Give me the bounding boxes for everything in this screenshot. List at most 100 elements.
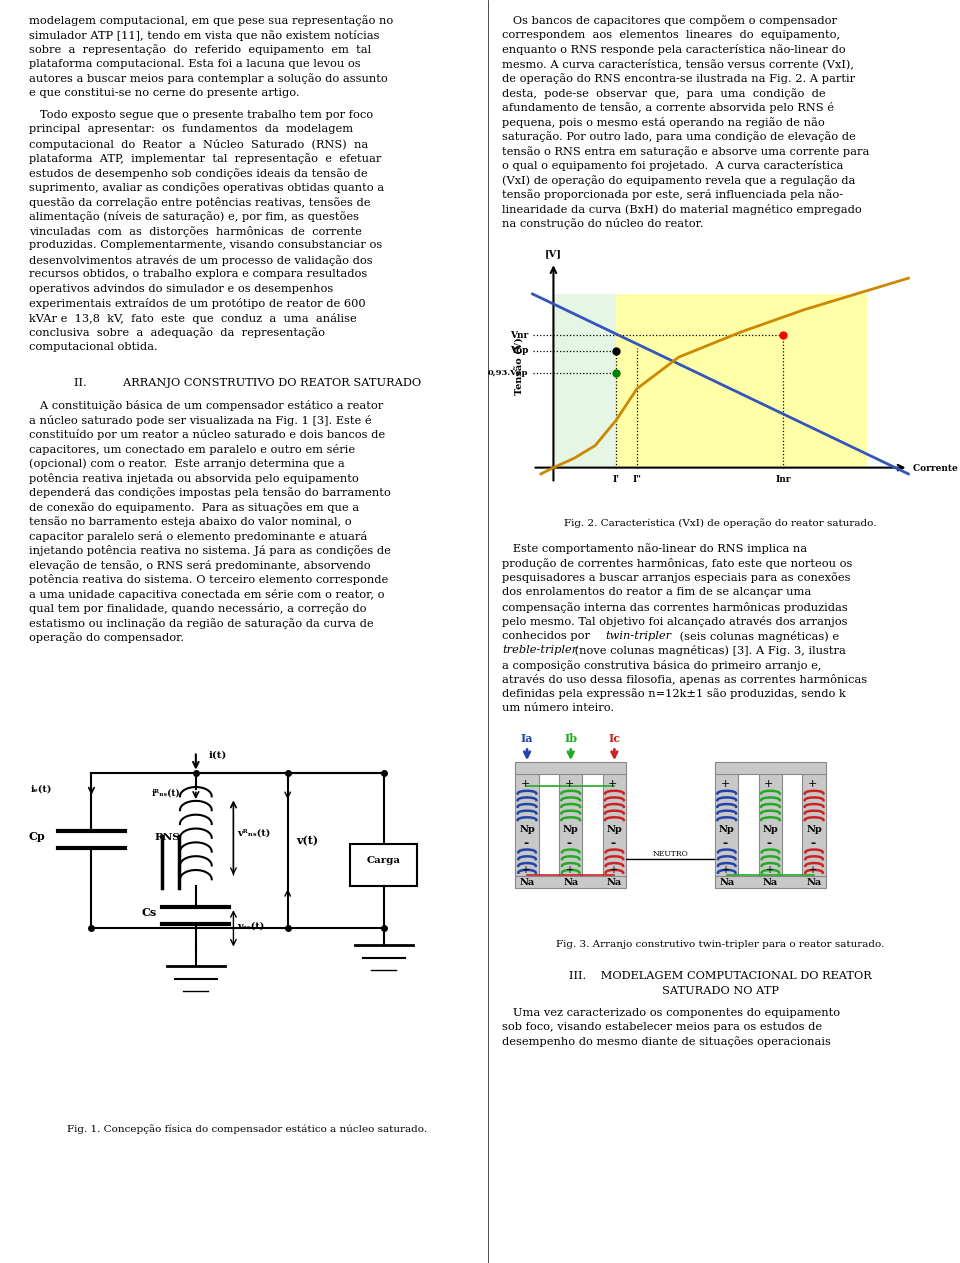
Text: Todo exposto segue que o presente trabalho tem por foco: Todo exposto segue que o presente trabal… xyxy=(29,110,372,120)
Text: +: + xyxy=(807,779,817,789)
Text: Este comportamento não-linear do RNS implica na: Este comportamento não-linear do RNS imp… xyxy=(502,543,807,554)
Text: Ib: Ib xyxy=(564,733,578,744)
Text: alimentação (níveis de saturação) e, por fim, as questões: alimentação (níveis de saturação) e, por… xyxy=(29,211,359,222)
Text: capacitores, um conectado em paralelo e outro em série: capacitores, um conectado em paralelo e … xyxy=(29,443,355,455)
Text: Np: Np xyxy=(519,825,535,835)
Text: Fig. 1. Concepção física do compensador estático a núcleo saturado.: Fig. 1. Concepção física do compensador … xyxy=(67,1124,427,1134)
Text: vₑₛ(t): vₑₛ(t) xyxy=(237,921,265,931)
Text: desenvolvimentos através de um processo de validação dos: desenvolvimentos através de um processo … xyxy=(29,255,372,265)
Text: questão da correlação entre potências reativas, tensões de: questão da correlação entre potências re… xyxy=(29,197,371,207)
Text: Np: Np xyxy=(806,825,822,835)
Text: +: + xyxy=(609,865,617,875)
Text: Na: Na xyxy=(564,878,578,887)
Text: Na: Na xyxy=(519,878,535,887)
Text: Vnr: Vnr xyxy=(510,331,528,340)
Text: dos enrolamentos do reator a fim de se alcançar uma: dos enrolamentos do reator a fim de se a… xyxy=(502,587,811,597)
Text: iₑ(t): iₑ(t) xyxy=(31,784,52,793)
Text: constituído por um reator a núcleo saturado e dois bancos de: constituído por um reator a núcleo satur… xyxy=(29,429,385,440)
Text: Ic: Ic xyxy=(609,733,620,744)
Text: Cp: Cp xyxy=(29,831,45,842)
Text: através do uso dessa filosofia, apenas as correntes harmônicas: através do uso dessa filosofia, apenas a… xyxy=(502,674,867,685)
Text: a composição construtiva básica do primeiro arranjo e,: a composição construtiva básica do prime… xyxy=(502,659,822,671)
Text: a núcleo saturado pode ser visualizada na Fig. 1 [3]. Este é: a núcleo saturado pode ser visualizada n… xyxy=(29,414,372,426)
Text: SATURADO NO ATP: SATURADO NO ATP xyxy=(662,985,779,995)
Text: um número inteiro.: um número inteiro. xyxy=(502,703,614,714)
Text: iᴿₙₛ(t): iᴿₙₛ(t) xyxy=(152,788,180,798)
Text: elevação de tensão, o RNS será predominante, absorvendo: elevação de tensão, o RNS será predomina… xyxy=(29,560,371,571)
Text: recursos obtidos, o trabalho explora e compara resultados: recursos obtidos, o trabalho explora e c… xyxy=(29,269,367,279)
Bar xyxy=(559,772,583,878)
Bar xyxy=(350,844,418,887)
Text: Np: Np xyxy=(719,825,734,835)
Text: +: + xyxy=(520,779,530,789)
Text: -: - xyxy=(523,837,528,850)
Text: +: + xyxy=(608,779,617,789)
Text: v(t): v(t) xyxy=(296,835,318,846)
Text: operativos advindos do simulador e os desempenhos: operativos advindos do simulador e os de… xyxy=(29,284,333,294)
Text: +: + xyxy=(764,779,774,789)
Text: vᴿₙₛ(t): vᴿₙₛ(t) xyxy=(237,829,271,837)
Bar xyxy=(516,762,626,774)
Text: III.    MODELAGEM COMPUTACIONAL DO REATOR: III. MODELAGEM COMPUTACIONAL DO REATOR xyxy=(569,971,872,981)
Text: 0,93.Vop: 0,93.Vop xyxy=(488,369,528,376)
Text: treble-tripler: treble-tripler xyxy=(502,645,577,655)
Text: +: + xyxy=(564,779,574,789)
Text: suprimento, avaliar as condições operativas obtidas quanto a: suprimento, avaliar as condições operati… xyxy=(29,182,384,193)
Text: (opcional) com o reator.  Este arranjo determina que a: (opcional) com o reator. Este arranjo de… xyxy=(29,458,345,469)
Text: estatismo ou inclinação da região de saturação da curva de: estatismo ou inclinação da região de sat… xyxy=(29,618,373,629)
Text: capacitor paralelo será o elemento predominante e atuará: capacitor paralelo será o elemento predo… xyxy=(29,530,367,542)
Text: plataforma computacional. Esta foi a lacuna que levou os: plataforma computacional. Esta foi a lac… xyxy=(29,58,360,68)
Text: (nove colunas magnéticas) [3]. A Fig. 3, ilustra: (nove colunas magnéticas) [3]. A Fig. 3,… xyxy=(571,645,846,655)
Text: a uma unidade capacitiva conectada em série com o reator, o: a uma unidade capacitiva conectada em sé… xyxy=(29,589,384,600)
Text: tensão o RNS entra em saturação e absorve uma corrente para: tensão o RNS entra em saturação e absorv… xyxy=(502,145,870,157)
Text: operação do compensador.: operação do compensador. xyxy=(29,633,184,643)
Text: sobre  a  representação  do  referido  equipamento  em  tal: sobre a representação do referido equipa… xyxy=(29,44,371,56)
Text: desta,  pode-se  observar  que,  para  uma  condição  de: desta, pode-se observar que, para uma co… xyxy=(502,87,826,99)
Bar xyxy=(516,772,539,878)
Text: saturação. Por outro lado, para uma condição de elevação de: saturação. Por outro lado, para uma cond… xyxy=(502,131,855,143)
Text: [V]: [V] xyxy=(545,249,563,258)
Text: Ia: Ia xyxy=(521,733,534,744)
Text: +: + xyxy=(765,865,773,875)
Text: twin-tripler: twin-tripler xyxy=(606,630,672,640)
Text: na construção do núcleo do reator.: na construção do núcleo do reator. xyxy=(502,218,704,230)
Text: autores a buscar meios para contemplar a solução do assunto: autores a buscar meios para contemplar a… xyxy=(29,73,388,85)
Text: Carga: Carga xyxy=(367,856,400,865)
Text: pesquisadores a buscar arranjos especiais para as conexões: pesquisadores a buscar arranjos especiai… xyxy=(502,572,851,584)
Text: tensão proporcionada por este, será influenciada pela não-: tensão proporcionada por este, será infl… xyxy=(502,189,843,201)
Text: produção de correntes harmônicas, fato este que norteou os: produção de correntes harmônicas, fato e… xyxy=(502,558,852,568)
Text: desempenho do mesmo diante de situações operacionais: desempenho do mesmo diante de situações … xyxy=(502,1037,831,1047)
Bar xyxy=(715,762,826,774)
Text: RNS: RNS xyxy=(154,832,180,842)
Text: II.          ARRANJO CONSTRUTIVO DO REATOR SATURADO: II. ARRANJO CONSTRUTIVO DO REATOR SATURA… xyxy=(74,378,420,388)
Text: Inr: Inr xyxy=(776,475,791,484)
Text: (seis colunas magnéticas) e: (seis colunas magnéticas) e xyxy=(676,630,839,642)
Text: computacional  do  Reator  a  Núcleo  Saturado  (RNS)  na: computacional do Reator a Núcleo Saturad… xyxy=(29,139,368,149)
Bar xyxy=(803,772,826,878)
Text: Na: Na xyxy=(607,878,622,887)
Text: Na: Na xyxy=(806,878,822,887)
Text: I": I" xyxy=(633,475,641,484)
Text: Os bancos de capacitores que compõem o compensador: Os bancos de capacitores que compõem o c… xyxy=(502,15,837,27)
Text: kVAr e  13,8  kV,  fato  este  que  conduz  a  uma  análise: kVAr e 13,8 kV, fato este que conduz a u… xyxy=(29,313,356,323)
Text: e que constitui-se no cerne do presente artigo.: e que constitui-se no cerne do presente … xyxy=(29,87,300,97)
Bar xyxy=(603,772,626,878)
Text: tensão no barramento esteja abaixo do valor nominal, o: tensão no barramento esteja abaixo do va… xyxy=(29,517,351,527)
Text: conclusiva  sobre  a  adequação  da  representação: conclusiva sobre a adequação da represen… xyxy=(29,327,324,338)
Text: I': I' xyxy=(612,475,619,484)
Bar xyxy=(715,772,738,878)
Text: -: - xyxy=(723,837,728,850)
Text: simulador ATP [11], tendo em vista que não existem notícias: simulador ATP [11], tendo em vista que n… xyxy=(29,29,379,40)
Text: linearidade da curva (BxH) do material magnético empregado: linearidade da curva (BxH) do material m… xyxy=(502,203,862,215)
Text: Uma vez caracterizado os componentes do equipamento: Uma vez caracterizado os componentes do … xyxy=(502,1008,840,1018)
Text: conhecidos por: conhecidos por xyxy=(502,630,593,640)
Text: o qual o equipamento foi projetado.  A curva característica: o qual o equipamento foi projetado. A cu… xyxy=(502,160,844,172)
Text: de operação do RNS encontra-se ilustrada na Fig. 2. A partir: de operação do RNS encontra-se ilustrada… xyxy=(502,73,855,85)
Text: modelagem computacional, em que pese sua representação no: modelagem computacional, em que pese sua… xyxy=(29,15,393,27)
Text: estudos de desempenho sob condições ideais da tensão de: estudos de desempenho sob condições idea… xyxy=(29,168,368,178)
Text: -: - xyxy=(566,837,572,850)
Text: plataforma  ATP,  implementar  tal  representação  e  efetuar: plataforma ATP, implementar tal represen… xyxy=(29,153,381,164)
Text: -: - xyxy=(611,837,615,850)
Text: compensação interna das correntes harmônicas produzidas: compensação interna das correntes harmôn… xyxy=(502,601,848,613)
Text: +: + xyxy=(521,865,530,875)
